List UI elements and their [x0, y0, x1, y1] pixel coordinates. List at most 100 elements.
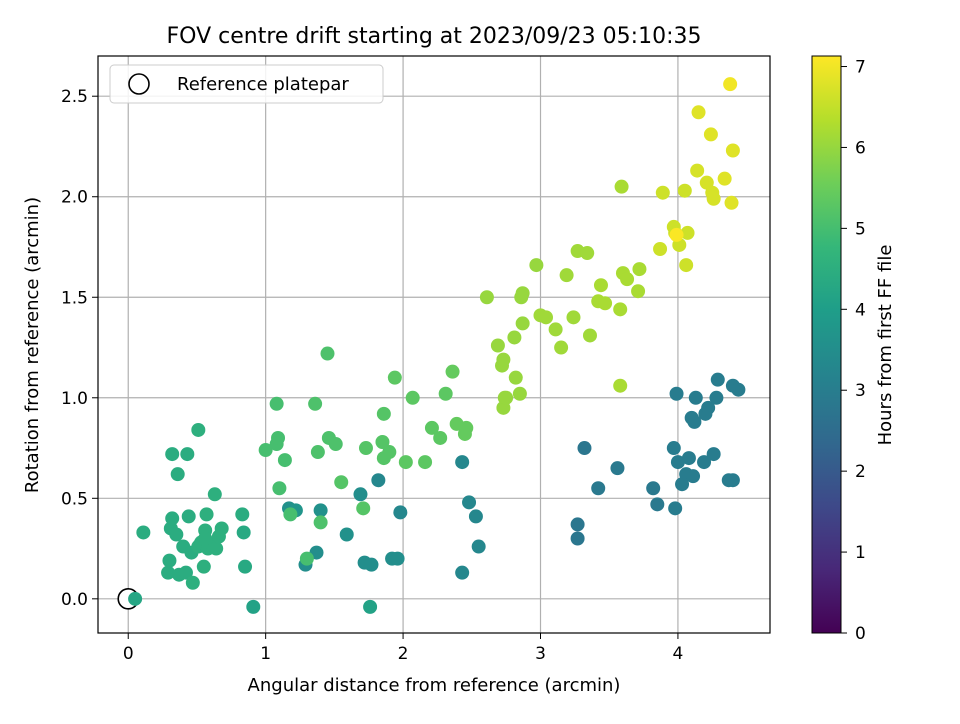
data-point — [269, 396, 284, 411]
data-point — [353, 487, 368, 502]
data-point — [136, 525, 151, 540]
data-point — [554, 340, 569, 355]
data-point — [393, 505, 408, 520]
data-point — [471, 539, 486, 554]
data-point — [496, 352, 511, 367]
colorbar-tick-label: 5 — [855, 219, 866, 239]
colorbar — [811, 55, 842, 634]
data-point — [548, 322, 563, 337]
data-point — [199, 507, 214, 522]
data-point — [670, 455, 685, 470]
colorbar-ticks: 0 1 2 3 4 5 6 7 — [841, 58, 866, 644]
data-point — [238, 559, 253, 574]
data-point — [313, 503, 328, 518]
data-point — [455, 455, 470, 470]
data-point — [559, 268, 574, 283]
data-point — [507, 330, 522, 345]
data-point — [418, 455, 433, 470]
data-point — [433, 430, 448, 445]
data-point — [723, 77, 738, 92]
data-point — [181, 509, 196, 524]
data-point — [691, 105, 706, 120]
x-axis-ticks: 0 1 2 3 4 — [123, 633, 684, 664]
data-point — [165, 447, 180, 462]
data-point — [650, 497, 665, 512]
data-point — [277, 453, 292, 468]
data-point — [570, 517, 585, 532]
data-point — [214, 521, 229, 536]
data-point — [580, 246, 595, 261]
data-point — [570, 531, 585, 546]
y-tick-label: 1.0 — [61, 389, 88, 409]
data-point — [363, 599, 378, 614]
data-point — [445, 364, 460, 379]
data-point — [679, 258, 694, 273]
data-point — [162, 553, 177, 568]
data-point — [690, 163, 705, 178]
data-point — [308, 396, 323, 411]
colorbar-tick-label: 0 — [855, 624, 866, 644]
data-point — [479, 290, 494, 305]
colorbar-tick-label: 3 — [855, 381, 866, 401]
data-point — [529, 258, 544, 273]
data-point — [358, 441, 373, 456]
data-point — [328, 437, 343, 452]
data-point — [258, 443, 273, 458]
data-point — [180, 447, 195, 462]
y-tick-label: 0.0 — [61, 590, 88, 610]
data-point — [459, 420, 474, 435]
data-point — [320, 346, 335, 361]
data-point — [313, 515, 328, 530]
data-point — [128, 591, 143, 606]
plot-frame — [97, 55, 771, 634]
data-point — [686, 469, 701, 484]
data-point — [178, 565, 193, 580]
data-point — [697, 455, 712, 470]
data-point — [646, 481, 661, 496]
data-point — [613, 302, 628, 317]
colorbar-tick-label: 7 — [855, 58, 866, 78]
x-axis-label: Angular distance from reference (arcmin) — [248, 675, 621, 696]
data-point — [666, 441, 681, 456]
data-point — [725, 143, 740, 158]
data-point — [706, 447, 721, 462]
data-point — [614, 179, 629, 194]
data-point — [271, 430, 286, 445]
y-tick-label: 2.5 — [61, 87, 88, 107]
legend-entry-reference: Reference platepar — [177, 74, 349, 95]
data-point — [371, 473, 386, 488]
data-point — [161, 565, 176, 580]
data-point — [185, 575, 200, 590]
data-point — [364, 557, 379, 572]
data-point — [198, 531, 213, 546]
data-point — [717, 171, 732, 186]
data-point — [566, 310, 581, 325]
data-point — [375, 435, 390, 450]
data-point — [339, 527, 354, 542]
data-point — [299, 551, 314, 566]
data-point — [591, 481, 606, 496]
data-point — [668, 501, 683, 516]
data-point — [725, 473, 740, 488]
y-axis-ticks: 0.0 0.5 1.0 1.5 2.0 2.5 — [61, 87, 98, 610]
y-tick-label: 2.0 — [61, 188, 88, 208]
data-point — [490, 338, 505, 353]
data-point — [593, 278, 608, 293]
data-point — [515, 316, 530, 331]
data-point — [681, 451, 696, 466]
legend-reference-marker — [128, 73, 150, 95]
data-point — [539, 310, 553, 325]
data-point — [283, 507, 298, 522]
data-point — [382, 445, 397, 460]
data-point — [455, 565, 470, 580]
x-tick-label: 2 — [398, 644, 409, 664]
legend: Reference platepar — [109, 64, 384, 104]
data-point — [165, 511, 180, 526]
data-point — [632, 262, 647, 277]
data-point — [620, 272, 635, 287]
data-point — [669, 227, 684, 242]
data-point — [610, 461, 625, 476]
data-point — [655, 185, 670, 200]
x-tick-label: 4 — [673, 644, 684, 664]
